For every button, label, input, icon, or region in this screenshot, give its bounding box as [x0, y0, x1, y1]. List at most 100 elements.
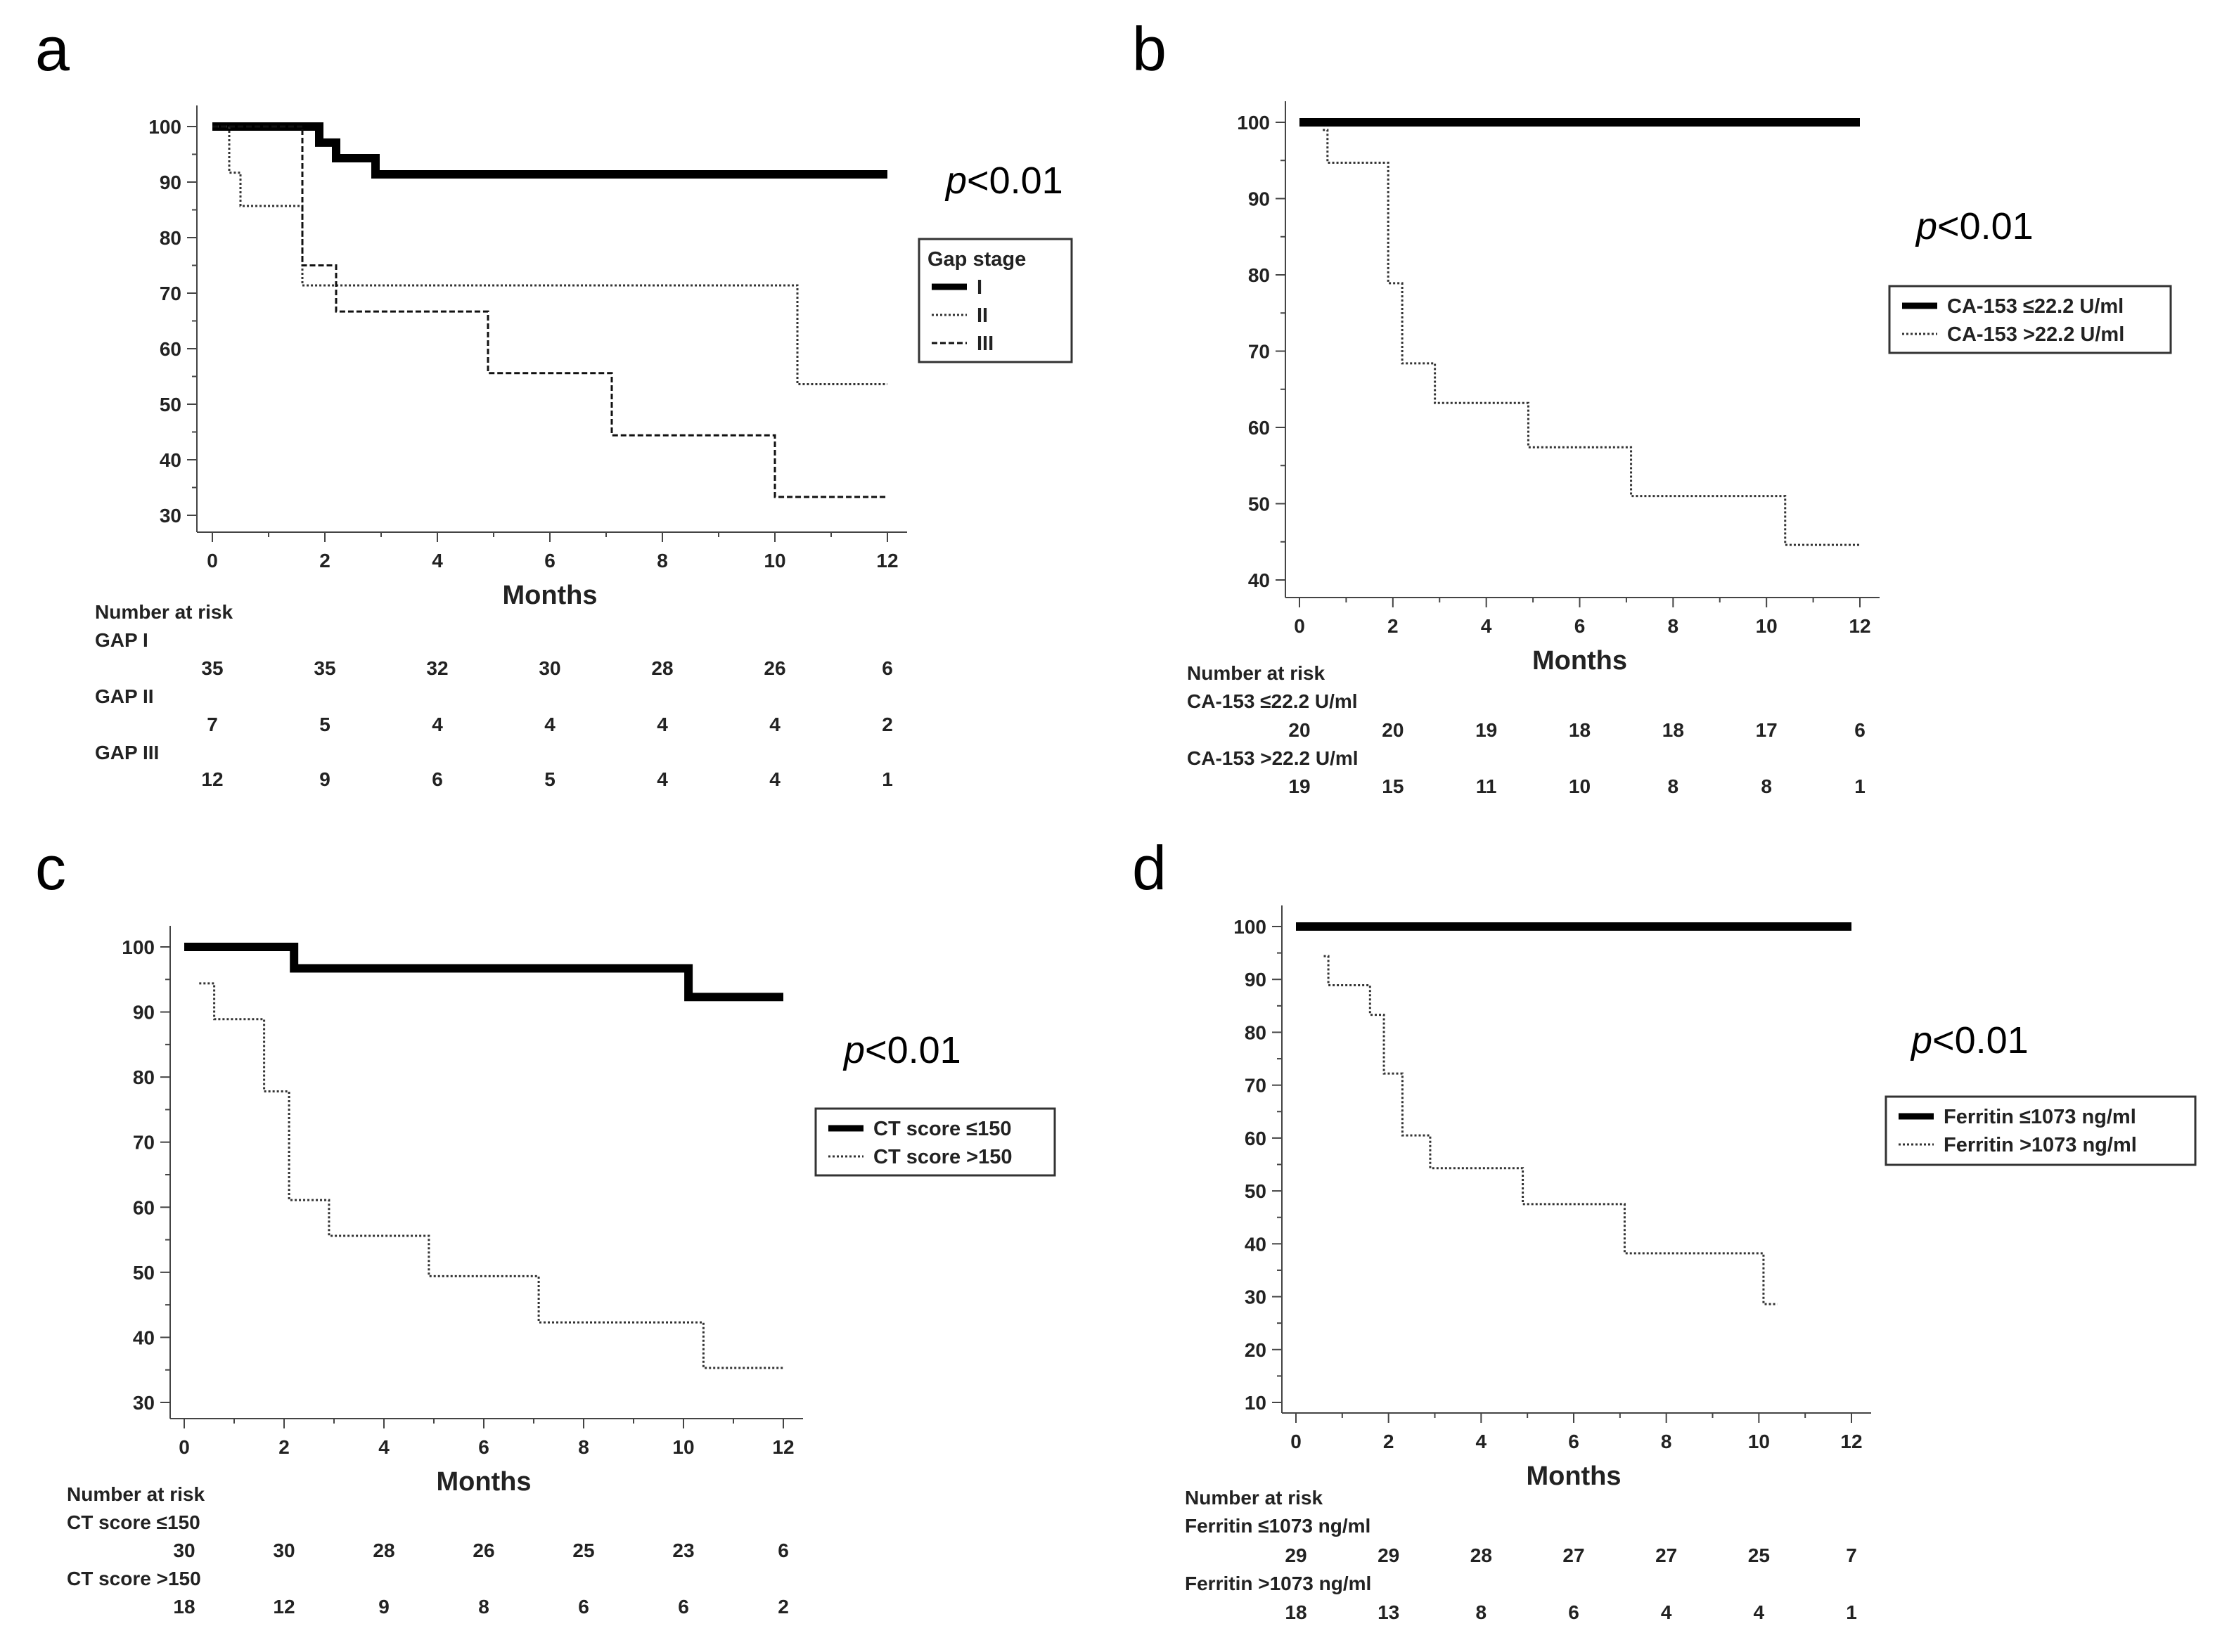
y-tick-label: 30	[1245, 1286, 1266, 1308]
y-tick-label: 50	[1245, 1180, 1266, 1202]
x-tick-label: 10	[1748, 1431, 1770, 1452]
x-tick-label: 0	[1294, 615, 1305, 637]
risk-row-label: CT score ≤150	[67, 1511, 200, 1533]
y-tick-label: 100	[1237, 112, 1270, 134]
x-tick-label: 2	[1387, 615, 1399, 637]
x-axis-label: Months	[502, 581, 597, 610]
y-tick-label: 40	[133, 1327, 155, 1348]
risk-count: 6	[1568, 1601, 1579, 1623]
y-tick-label: 70	[1248, 341, 1270, 363]
legend-label-1: CA-153 ≤22.2 U/ml	[1947, 295, 2124, 318]
p-value: p<0.01	[842, 1029, 961, 1071]
risk-count: 7	[207, 714, 218, 735]
y-tick-label: 50	[133, 1262, 155, 1284]
y-tick-label: 60	[160, 338, 181, 360]
y-tick-label: 80	[133, 1066, 155, 1088]
series-line-1	[184, 943, 783, 1002]
risk-count: 35	[314, 657, 335, 679]
y-tick-label: 90	[1245, 969, 1266, 990]
risk-count: 8	[1476, 1601, 1487, 1623]
x-tick-label: 8	[1668, 615, 1679, 637]
risk-count: 4	[657, 768, 668, 790]
y-tick-label: 50	[1248, 493, 1270, 515]
y-tick-label: 20	[1245, 1339, 1266, 1361]
legend-label-3: III	[977, 333, 994, 355]
risk-count: 8	[478, 1596, 489, 1618]
risk-row-label: CA-153 ≤22.2 U/ml	[1187, 690, 1358, 712]
risk-count: 6	[778, 1540, 789, 1561]
risk-count: 1	[882, 768, 893, 790]
legend-label-2: Ferritin >1073 ng/ml	[1944, 1134, 2137, 1156]
y-tick-label: 80	[160, 227, 181, 249]
p-value: p<0.01	[1915, 205, 2034, 247]
y-tick-label: 100	[122, 936, 155, 958]
risk-count: 20	[1382, 719, 1404, 741]
risk-count: 29	[1285, 1544, 1306, 1566]
legend-label-2: II	[977, 304, 988, 327]
risk-count: 30	[539, 657, 560, 679]
x-tick-label: 12	[772, 1436, 794, 1458]
panel-d: d 10 20 30 40 50 60 70 80 90 100 0 2 4 6 8 10 12 Months p<0…	[1132, 833, 2197, 1623]
risk-count: 25	[1748, 1544, 1770, 1566]
risk-count: 30	[173, 1540, 195, 1561]
risk-count: 10	[1569, 775, 1591, 797]
legend-box	[814, 1107, 1056, 1177]
legend-label-1: CT score ≤150	[873, 1118, 1011, 1140]
series-line-2	[199, 982, 783, 1369]
panel-letter: d	[1132, 833, 1167, 903]
legend-box	[1885, 1095, 2197, 1166]
y-tick-label: 70	[133, 1132, 155, 1154]
risk-count: 29	[1378, 1544, 1399, 1566]
y-tick-label: 40	[1245, 1233, 1266, 1255]
risk-row-label: Ferritin >1073 ng/ml	[1185, 1573, 1371, 1594]
risk-count: 6	[1854, 719, 1866, 741]
risk-count: 15	[1382, 775, 1404, 797]
y-tick-label: 50	[160, 394, 181, 415]
risk-count: 12	[273, 1596, 295, 1618]
risk-count: 18	[1662, 719, 1684, 741]
x-tick-label: 8	[657, 550, 668, 572]
y-tick-label: 70	[1245, 1075, 1266, 1097]
risk-row-label: CT score >150	[67, 1568, 201, 1589]
risk-count: 18	[1569, 719, 1591, 741]
x-tick-label: 2	[319, 550, 330, 572]
legend-box	[918, 238, 1073, 363]
risk-count: 25	[572, 1540, 594, 1561]
risk-count: 5	[544, 768, 556, 790]
series-line-2	[1323, 129, 1860, 546]
y-tick-label: 40	[1248, 569, 1270, 591]
x-tick-label: 12	[1849, 615, 1870, 637]
x-axis-label: Months	[1526, 1461, 1621, 1491]
panel-letter: c	[35, 833, 66, 903]
risk-row-label: GAP III	[95, 742, 159, 763]
risk-count: 4	[769, 768, 781, 790]
p-value: p<0.01	[944, 160, 1063, 202]
risk-row-label: CA-153 >22.2 U/ml	[1187, 747, 1359, 769]
risk-count: 32	[426, 657, 448, 679]
risk-count: 26	[473, 1540, 494, 1561]
risk-count: 28	[1470, 1544, 1492, 1566]
x-tick-label: 4	[432, 550, 443, 572]
x-tick-label: 12	[876, 550, 898, 572]
risk-row-label: Ferritin ≤1073 ng/ml	[1185, 1515, 1370, 1537]
series-line-3	[212, 125, 887, 498]
risk-table-title: Number at risk	[1187, 662, 1325, 684]
y-tick-label: 30	[160, 505, 181, 527]
risk-count: 8	[1668, 775, 1679, 797]
x-tick-label: 0	[1290, 1431, 1302, 1452]
risk-count: 28	[651, 657, 673, 679]
risk-count: 35	[201, 657, 223, 679]
panel-c: c 30 40 50 60 70 80 90 100 0 2 4 6 8 10 12 Months p<0.01 C…	[35, 833, 1056, 1618]
risk-table-title: Number at risk	[67, 1483, 205, 1505]
y-tick-label: 60	[133, 1196, 155, 1218]
legend-label-2: CA-153 >22.2 U/ml	[1947, 323, 2124, 346]
y-tick-label: 100	[1233, 916, 1266, 938]
risk-count: 19	[1288, 775, 1310, 797]
y-tick-label: 80	[1248, 264, 1270, 286]
x-tick-label: 2	[1383, 1431, 1394, 1452]
risk-count: 30	[273, 1540, 295, 1561]
y-tick-label: 90	[160, 172, 181, 193]
x-tick-label: 6	[1568, 1431, 1579, 1452]
